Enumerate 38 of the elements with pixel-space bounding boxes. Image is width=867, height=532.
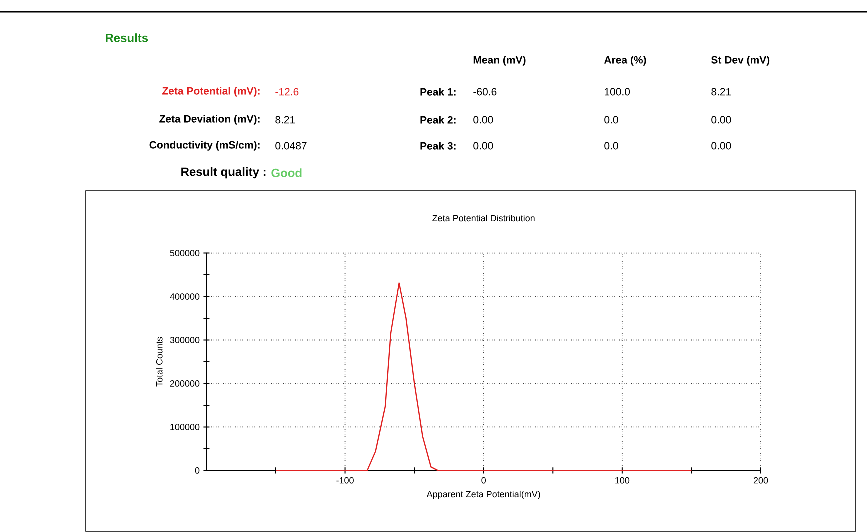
text: Area (%) (604, 56, 646, 66)
text: Zeta Deviation (mV): (160, 115, 260, 125)
text: 100.0 (605, 88, 630, 96)
text: 0.00 (474, 116, 494, 124)
y-tick-label: 300000 (170, 337, 200, 344)
text: Result quality : (182, 167, 266, 179)
y-tick-label: 500000 (170, 250, 200, 256)
text: -60.6 (474, 88, 497, 96)
text: 0.00 (474, 142, 494, 150)
text: Good (272, 168, 302, 178)
text: Peak 3: (420, 142, 456, 150)
text: 8.21 (712, 88, 732, 96)
text: St Dev (mV) (712, 56, 770, 66)
text: Mean (mV) (474, 56, 526, 66)
y-tick-label: 100000 (170, 424, 200, 430)
text: Peak 2: (420, 116, 456, 124)
y-tick-label: 400000 (170, 294, 200, 300)
text: 0.0487 (276, 142, 307, 150)
text: 0.0 (604, 116, 618, 124)
text: 0.00 (712, 142, 732, 150)
text: Zeta Potential (mV): (162, 87, 260, 97)
text: -12.6 (276, 88, 299, 96)
x-tick-label: 100 (616, 477, 630, 484)
x-axis-title: Apparent Zeta Potential(mV) (426, 490, 540, 500)
text: 8.21 (276, 116, 296, 124)
x-tick-label: 200 (754, 477, 768, 484)
x-tick-label: 0 (482, 477, 486, 484)
y-axis-title: Total Counts (156, 337, 163, 387)
line-series (275, 282, 692, 472)
y-tick-label: 0 (195, 467, 200, 474)
text: Conductivity (mS/cm): (150, 141, 260, 151)
chart-title: Zeta Potential Distribution (432, 214, 535, 222)
text: Results (106, 34, 148, 42)
x-tick-label: -100 (336, 477, 354, 484)
text: Peak 1: (420, 88, 456, 96)
y-tick-label: 200000 (170, 380, 200, 387)
text: 0.00 (712, 116, 732, 124)
text: 0.0 (604, 142, 618, 150)
